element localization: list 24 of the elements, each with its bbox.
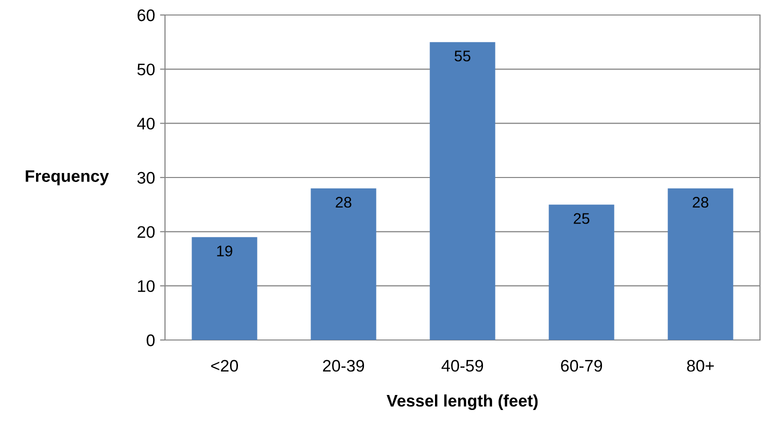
bar [430,42,496,340]
x-tick-label: 40-59 [442,360,484,372]
data-label: 25 [574,213,590,224]
y-tick-label: 40 [137,118,155,130]
bar [310,188,376,340]
x-axis-title: Vessel length (feet) [386,394,538,410]
data-label: 19 [217,246,232,256]
y-tick-label: 10 [138,280,155,292]
x-tick-label: <20 [211,360,238,372]
bar [668,188,734,340]
y-tick-label: 20 [138,226,155,238]
x-tick-label: 20-39 [323,360,364,372]
bar [548,204,614,340]
y-tick-label: 60 [138,9,155,22]
data-label: 28 [336,196,352,208]
y-tick-label: 50 [137,64,155,76]
data-label: 28 [692,196,708,208]
x-tick-label: 60-79 [561,360,602,372]
y-tick-label: 0 [146,334,155,346]
bar [192,237,258,340]
y-axis-title: Frequency [26,170,109,186]
y-tick-label: 30 [137,172,155,184]
x-tick-label: 80+ [687,360,714,372]
data-label: 55 [454,50,470,62]
